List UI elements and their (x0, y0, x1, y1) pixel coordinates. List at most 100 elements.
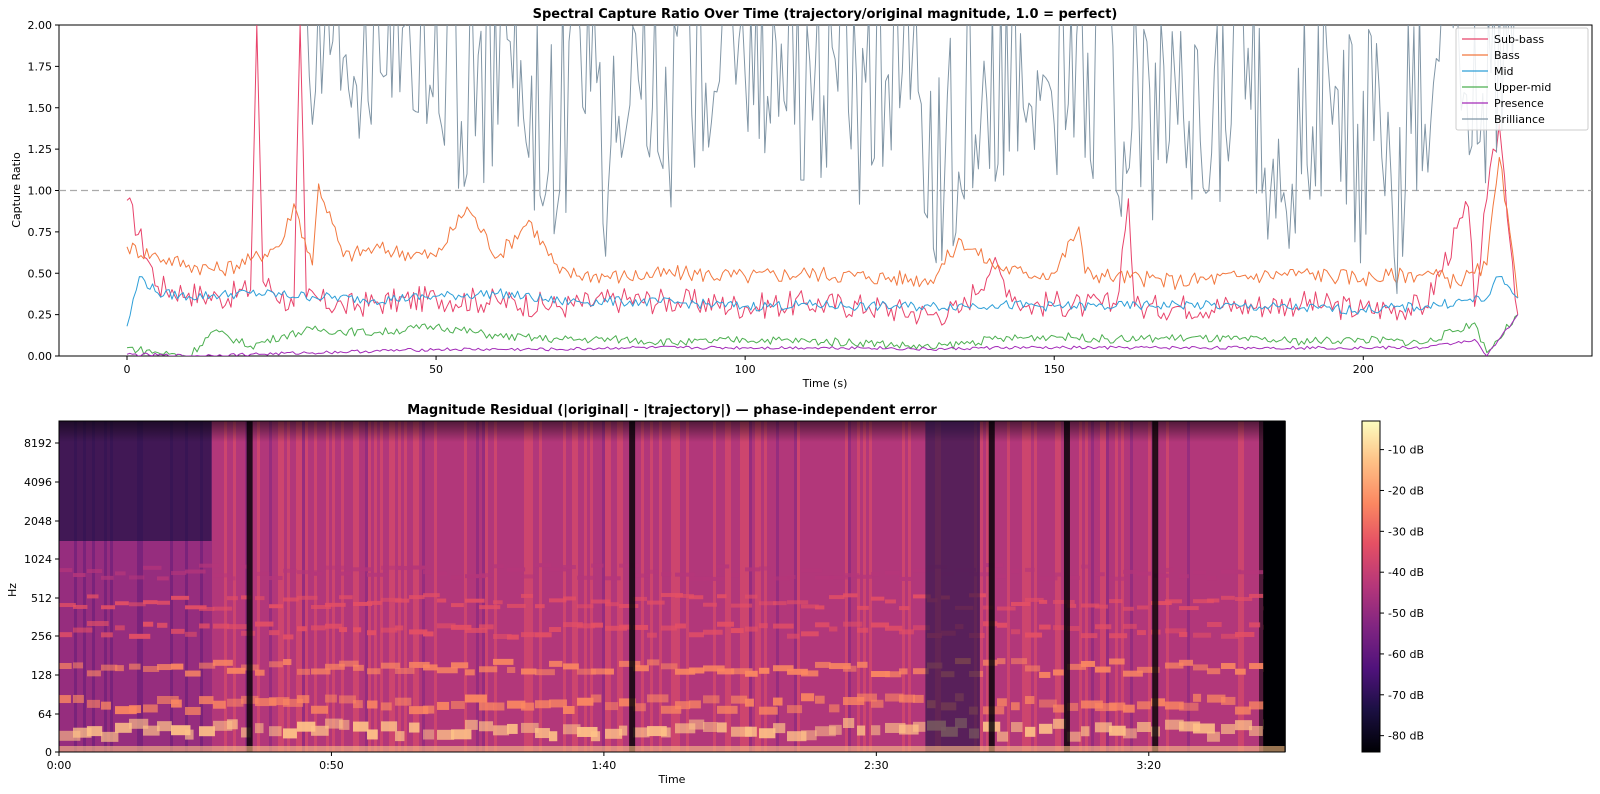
harmonic-band (717, 668, 735, 675)
harmonic-band (1123, 606, 1134, 611)
y-tick-label: 0.75 (28, 226, 53, 239)
spectrogram-column (1112, 421, 1115, 752)
spectrogram-column (566, 421, 569, 752)
harmonic-band (535, 669, 555, 676)
harmonic-band (213, 720, 233, 731)
harmonic-band (899, 694, 916, 703)
harmonic-band (773, 623, 794, 629)
harmonic-band (423, 664, 438, 671)
spectrogram-column (839, 421, 842, 752)
spectrogram-column (1010, 421, 1013, 752)
x-tick-label: 50 (429, 363, 443, 376)
harmonic-band (241, 564, 251, 569)
spectrogram-column (374, 421, 377, 752)
harmonic-band (871, 596, 885, 601)
harmonic-band (647, 569, 659, 574)
spectrogram-column (194, 421, 197, 752)
harmonic-band (1165, 662, 1184, 669)
spectrogram-column (668, 421, 671, 752)
spectrogram-column (74, 421, 77, 752)
spectrogram-x-ticks: 0:00 0:50 1:40 2:30 3:20 (47, 752, 1161, 772)
harmonic-band (689, 700, 701, 709)
harmonic-band (731, 628, 744, 634)
spectrogram-column (998, 421, 1001, 752)
harmonic-band (423, 729, 435, 740)
harmonic-band (1053, 669, 1064, 676)
harmonic-band (577, 697, 594, 706)
spectrogram-column (563, 421, 566, 752)
harmonic-band (857, 627, 869, 633)
harmonic-band (619, 604, 639, 609)
spectrogram-column (224, 421, 227, 752)
spectrogram-column (539, 421, 542, 752)
harmonic-band (59, 568, 73, 573)
harmonic-band (1137, 722, 1151, 733)
spectrogram-column (1145, 421, 1148, 752)
spectrogram-column (386, 421, 389, 752)
colorbar-tick-label: -50 dB (1388, 607, 1424, 620)
spectrogram-column (734, 421, 737, 752)
harmonic-band (311, 705, 329, 714)
spectrogram-column (65, 421, 68, 752)
harmonic-band (1249, 725, 1263, 736)
harmonic-band (787, 668, 808, 675)
legend-label: Upper-mid (1494, 81, 1551, 94)
harmonic-band (311, 571, 323, 576)
spectrogram-column (620, 421, 623, 752)
spectrogram-column (215, 421, 218, 752)
harmonic-band (101, 605, 116, 610)
harmonic-band (871, 572, 880, 577)
spectrogram-column (1256, 421, 1259, 752)
spectrogram-column (578, 421, 581, 752)
harmonic-band (1025, 726, 1036, 737)
colorbar (1361, 420, 1381, 753)
spectrogram-column (872, 421, 875, 752)
spectrogram-column (827, 421, 830, 752)
spectrogram-column (896, 421, 899, 752)
harmonic-band (1221, 569, 1242, 574)
spectrogram-column (1217, 421, 1220, 752)
harmonic-band (213, 573, 232, 578)
spectrogram-column (1208, 421, 1211, 752)
spectrogram-column (587, 421, 590, 752)
spectrogram-column (155, 421, 158, 752)
harmonic-band (871, 622, 890, 628)
harmonic-band (1081, 633, 1098, 639)
y-tick-label: 2.00 (28, 19, 53, 32)
harmonic-band (829, 626, 838, 632)
harmonic-band (787, 705, 803, 714)
spectrogram-column (536, 421, 539, 752)
harmonic-band (801, 693, 815, 702)
spectrogram-column (722, 421, 725, 752)
harmonic-band (1053, 572, 1066, 577)
spectrogram-column (665, 421, 668, 752)
colorbar-tick-label: -70 dB (1388, 689, 1424, 702)
spectrogram-column (560, 421, 563, 752)
harmonic-band (913, 625, 930, 631)
harmonic-band (451, 729, 472, 740)
spectrogram-column (164, 421, 167, 752)
spectrogram-column (644, 421, 647, 752)
harmonic-band (409, 629, 428, 635)
harmonic-band (675, 701, 691, 710)
spectrogram-column (143, 421, 146, 752)
spectrogram-column (764, 421, 767, 752)
spectrogram-column (317, 421, 320, 752)
spectrogram-column (275, 421, 278, 752)
harmonic-band (297, 626, 307, 632)
harmonic-band (465, 598, 485, 603)
spectrogram-column (1085, 421, 1088, 752)
harmonic-band (703, 695, 720, 704)
spectrogram-column (209, 421, 212, 752)
harmonic-band (1249, 570, 1270, 575)
spectrogram-column (107, 421, 110, 752)
harmonic-band (353, 664, 364, 671)
spectrogram-column (920, 421, 923, 752)
spectrogram-x-tick-label: 0:00 (47, 759, 72, 772)
harmonic-band (577, 604, 594, 609)
spectrogram-column (698, 421, 701, 752)
spectrogram-column (890, 421, 893, 752)
harmonic-band (1249, 663, 1271, 670)
spectrogram-column (680, 421, 683, 752)
spectrogram-column (1139, 421, 1142, 752)
